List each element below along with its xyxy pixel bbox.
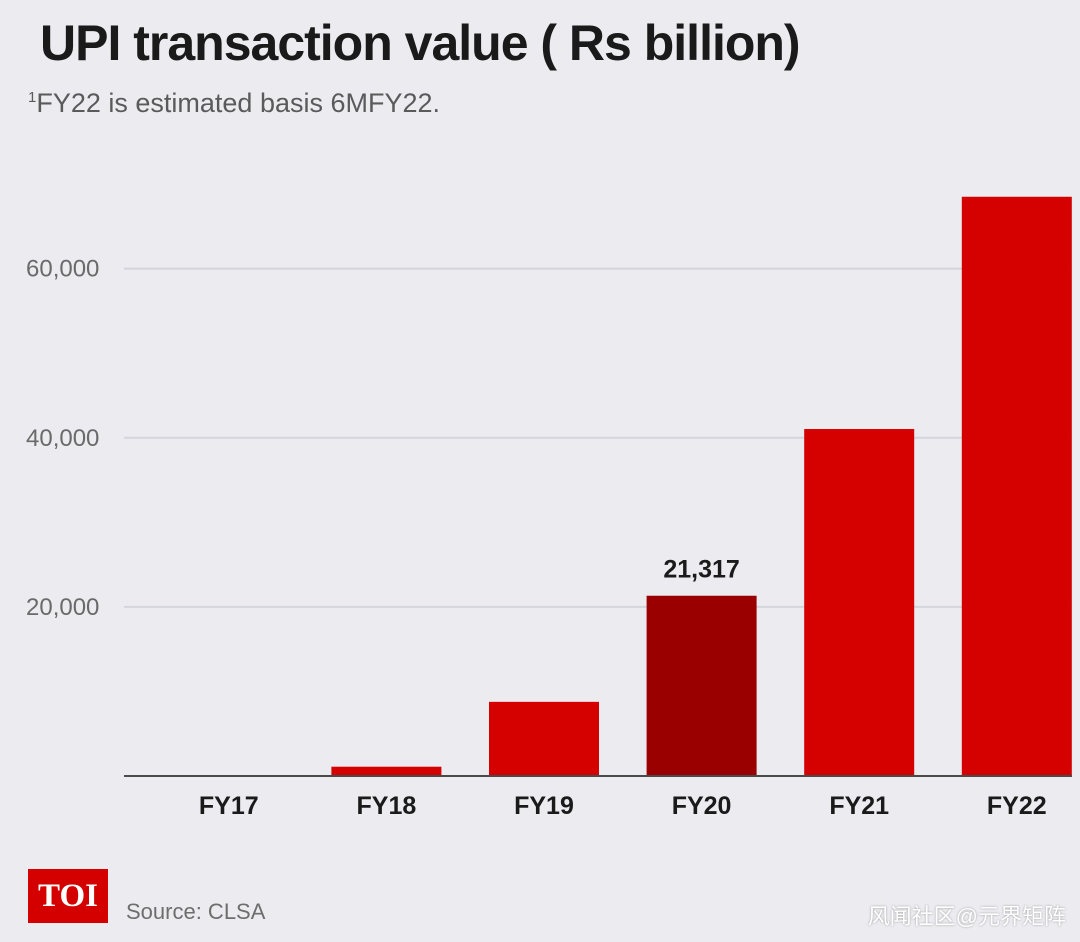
bar-fy20 <box>646 595 757 776</box>
chart-title: UPI transaction value ( Rs billion) <box>40 15 801 71</box>
toi-logo: TOI <box>28 869 108 923</box>
x-tick-label: FY20 <box>672 792 732 820</box>
bar-chart: 20,000 40,000 60,000 FY17 FY18 FY19 FY20 FY21 FY… <box>26 196 1072 820</box>
x-tick-label: FY19 <box>514 792 574 820</box>
bar-fy19 <box>489 701 599 776</box>
y-tick-label: 60,000 <box>26 256 99 283</box>
x-tick-label: FY18 <box>357 792 417 820</box>
footnote-text: FY22 is estimated basis 6MFY22. <box>36 88 441 118</box>
footnote-marker: 1 <box>28 89 37 106</box>
y-tick-label: 40,000 <box>26 425 99 452</box>
chart-footnote: 1FY22 is estimated basis 6MFY22. <box>28 88 440 119</box>
bar-fy21 <box>804 429 915 776</box>
source-note: Source: CLSA <box>126 899 266 924</box>
data-label: 21,317 <box>663 556 739 584</box>
bar-fy22 <box>961 196 1072 776</box>
watermark: 风闻社区@元界矩阵 <box>867 904 1066 929</box>
y-tick-label: 20,000 <box>26 594 99 621</box>
bar-fy18 <box>331 766 442 776</box>
x-tick-label: FY22 <box>987 792 1047 820</box>
x-tick-label: FY21 <box>829 792 889 820</box>
x-tick-label: FY17 <box>199 792 259 820</box>
